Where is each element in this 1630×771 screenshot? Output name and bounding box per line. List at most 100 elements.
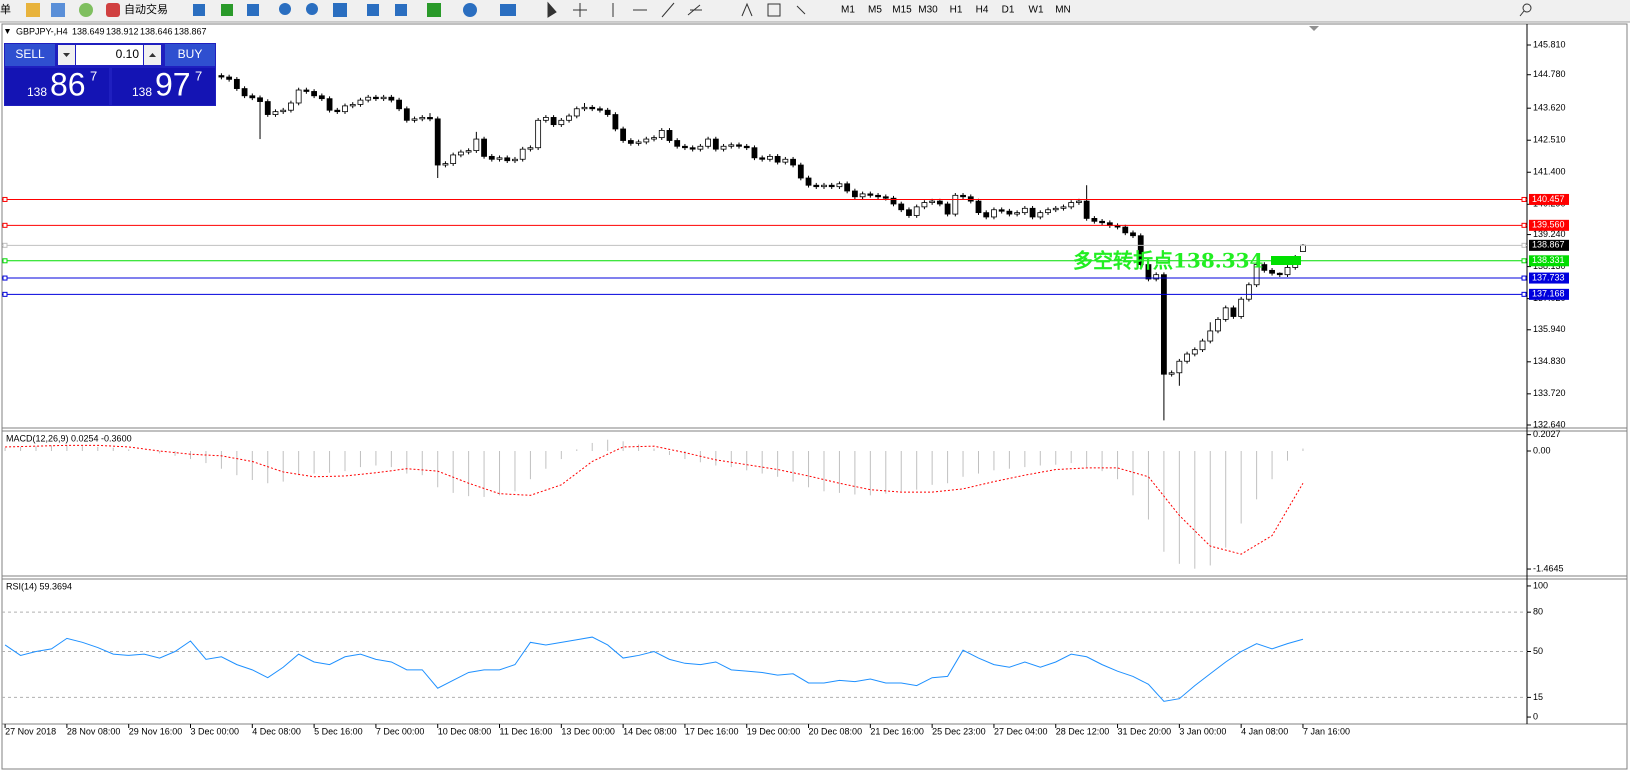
icon[interactable] — [221, 4, 233, 16]
level-label-bg — [1529, 193, 1569, 205]
y-tick-label: 134.830 — [1533, 356, 1566, 366]
price-small: 7 — [195, 68, 202, 83]
timeframe[interactable]: MN — [1055, 5, 1071, 16]
timeframe[interactable]: H1 — [950, 5, 963, 16]
candle-body — [342, 105, 348, 113]
level-label: 138.867 — [1532, 240, 1565, 250]
icon[interactable] — [367, 4, 379, 16]
candle-body — [828, 184, 835, 188]
y-tick-label: 133.720 — [1533, 388, 1566, 398]
candle-body — [674, 140, 681, 147]
candle-body — [712, 138, 719, 150]
timeframe[interactable]: M30 — [918, 5, 938, 16]
lot-input[interactable] — [76, 45, 143, 65]
candle-body — [1230, 307, 1237, 317]
candle-body — [457, 151, 464, 156]
timeframe[interactable]: M5 — [868, 5, 882, 16]
level-label: 138.331 — [1532, 255, 1565, 265]
candle-body — [797, 164, 804, 179]
icon[interactable] — [333, 3, 347, 17]
toolbar-icons — [193, 3, 516, 17]
x-tick-label: 4 Dec 08:00 — [252, 726, 301, 736]
candle-body — [1222, 307, 1229, 320]
icon[interactable] — [500, 4, 516, 16]
signal-marker — [1271, 256, 1301, 265]
candle-body — [836, 183, 843, 188]
x-tick-label: 27 Dec 04:00 — [994, 726, 1048, 736]
candle-body — [450, 154, 457, 164]
icon[interactable] — [661, 2, 675, 18]
timeframe[interactable]: W1 — [1029, 5, 1044, 16]
search-icon[interactable] — [1519, 10, 1525, 17]
candle-body — [527, 147, 534, 150]
sell-label[interactable]: SELL — [15, 47, 45, 61]
candle-body — [1261, 264, 1268, 271]
buy-price-box[interactable] — [112, 68, 215, 105]
level-handle — [1521, 242, 1527, 248]
buy-label[interactable]: BUY — [178, 47, 203, 61]
icon[interactable] — [767, 3, 781, 17]
candle-body — [604, 109, 611, 115]
icon[interactable] — [193, 4, 205, 16]
x-tick-label: 11 Dec 16:00 — [500, 726, 553, 736]
candle-body — [1099, 220, 1106, 224]
candle-body — [975, 200, 982, 214]
x-tick-label: 10 Dec 08:00 — [438, 726, 492, 736]
y-tick-label: 0 — [1533, 711, 1538, 721]
sell-button[interactable] — [5, 44, 55, 66]
level-handle — [1521, 222, 1527, 228]
candle-body — [295, 89, 302, 104]
menu-text[interactable]: 单 — [0, 3, 11, 16]
icon[interactable] — [796, 5, 806, 15]
buy-button[interactable] — [165, 44, 215, 66]
level-handle — [2, 258, 8, 264]
icon[interactable] — [687, 4, 702, 16]
icon[interactable] — [279, 3, 291, 15]
candle-body — [318, 95, 325, 100]
icon[interactable] — [573, 3, 587, 17]
candle-body — [1060, 206, 1067, 209]
icon[interactable] — [463, 3, 477, 17]
x-tick-label: 20 Dec 08:00 — [809, 726, 863, 736]
candle-body — [249, 95, 256, 99]
icon[interactable] — [106, 3, 120, 17]
candle-body — [983, 212, 990, 218]
timeframe[interactable]: M1 — [841, 5, 855, 16]
candle-body — [751, 147, 758, 159]
icon[interactable] — [247, 4, 259, 16]
trade-panel: SELL 0.10 BUY 138 86 7 138 97 7 — [4, 43, 216, 106]
candle-body — [1145, 264, 1152, 280]
candle-body — [1284, 267, 1291, 276]
sell-price-box[interactable] — [5, 68, 109, 105]
timeframe[interactable]: D1 — [1002, 5, 1015, 16]
shift-marker[interactable] — [1309, 26, 1319, 31]
icon[interactable] — [51, 3, 65, 17]
candle-body — [882, 196, 889, 199]
icon[interactable] — [306, 3, 318, 15]
candle-body — [589, 106, 596, 110]
drawing-tools — [547, 1, 1532, 18]
icon[interactable] — [547, 1, 557, 18]
candle-body — [473, 138, 480, 152]
y-tick-label: 80 — [1533, 607, 1543, 617]
icon[interactable] — [395, 4, 407, 16]
candle-body — [465, 150, 472, 153]
icon[interactable] — [26, 3, 40, 17]
candle-body — [612, 114, 619, 130]
candle-body — [1300, 244, 1306, 252]
candle-body — [1245, 284, 1252, 300]
icon[interactable] — [741, 2, 753, 17]
candle-body — [1276, 272, 1283, 276]
candle-body — [597, 108, 603, 111]
timeframe[interactable]: H4 — [976, 5, 989, 16]
y-tick-label: 141.400 — [1533, 167, 1566, 177]
search-icon[interactable] — [1522, 3, 1532, 13]
icon[interactable] — [79, 3, 93, 17]
icon[interactable] — [427, 3, 441, 17]
y-tick-label: -1.4645 — [1533, 563, 1564, 573]
candle-body — [303, 89, 310, 92]
timeframe[interactable]: M15 — [892, 5, 912, 16]
candle-body — [411, 118, 418, 121]
auto-trade[interactable]: 自动交易 — [124, 2, 168, 16]
